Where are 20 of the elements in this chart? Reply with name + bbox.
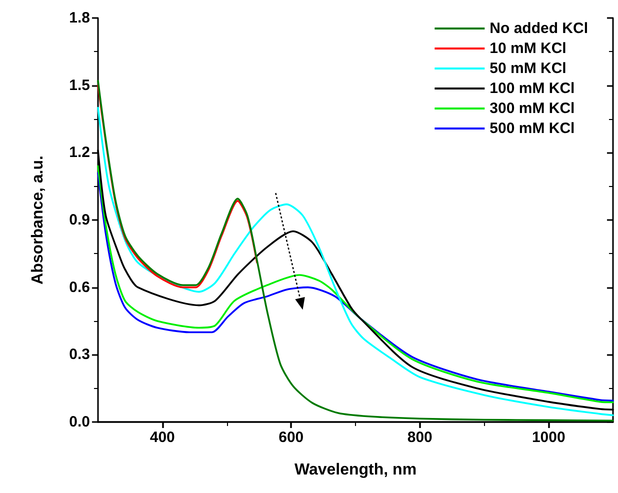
x-tick-label: 1000 (532, 429, 566, 446)
legend-label: No added KCl (490, 20, 588, 37)
x-tick-label: 400 (150, 429, 175, 446)
y-axis-title: Absorbance, a.u. (30, 156, 46, 284)
y-tick-label: 0.0 (69, 414, 90, 430)
legend-label: 50 mM KCl (490, 60, 566, 77)
x-tick-label: 800 (407, 429, 432, 446)
y-tick-label: 1.8 (69, 10, 90, 26)
legend-label: 300 mM KCl (490, 100, 575, 117)
x-axis-title: Wavelength, nm (294, 462, 417, 478)
y-tick-label: 0.3 (69, 346, 90, 364)
legend-label: 500 mM KCl (490, 120, 575, 137)
y-tick-label: 0.6 (69, 278, 90, 296)
legend-label: 100 mM KCl (490, 80, 575, 97)
y-tick-label: 1.2 (69, 144, 90, 162)
x-tick-label: 600 (278, 429, 304, 446)
y-tick-label: 1.5 (69, 76, 90, 94)
y-tick-label: 0.9 (69, 212, 90, 228)
line-series (97, 84, 258, 288)
legend-label: 10 mM KCl (490, 40, 566, 57)
